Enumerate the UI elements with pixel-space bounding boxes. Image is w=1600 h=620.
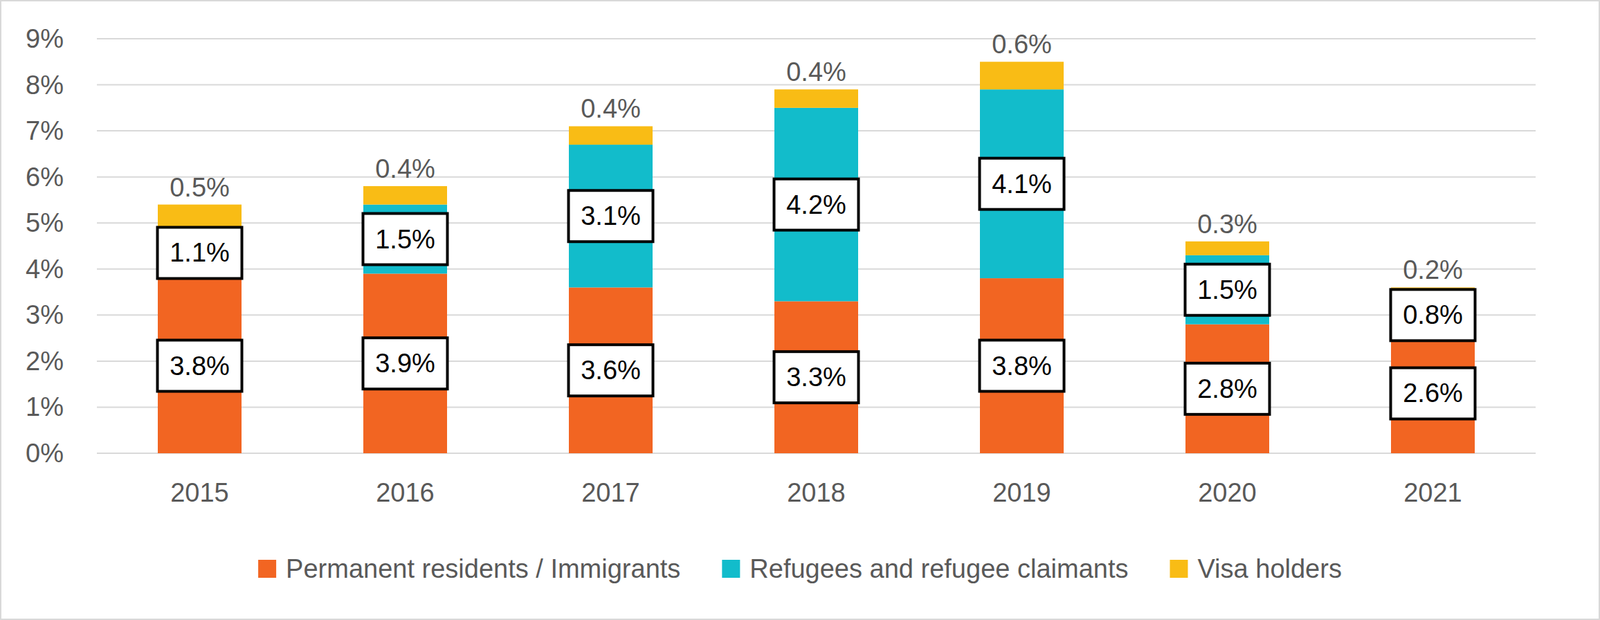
data-label-box [568,344,654,396]
data-label-box [1391,289,1476,341]
bar-segment [1185,324,1270,454]
bar-segment [568,287,653,454]
data-label: 0.8% [1402,300,1463,330]
data-label-box [157,340,243,392]
x-tick-label: 2016 [375,478,435,508]
chart-frame [0,0,1600,620]
legend-label: Visa holders [1197,554,1342,584]
data-label: 2.8% [1197,374,1258,404]
data-label-box [1185,264,1270,316]
data-label-box [157,226,243,279]
bar-segment [979,278,1064,454]
bar-segment [363,186,448,205]
data-label: 3.8% [169,351,230,381]
y-tick-label: 1% [25,392,64,422]
bar-segment [568,125,653,145]
bar-segment [157,278,242,454]
bar-segment [1391,296,1475,334]
bar-segment [774,301,859,454]
bar-segment [774,107,859,302]
data-label: 4.1% [991,169,1052,199]
y-tick-label: 2% [25,346,64,376]
legend-swatch [258,559,277,578]
data-label-box [979,158,1065,210]
bar-segment [774,89,859,108]
bar-segment [1185,255,1270,325]
data-label: 0.4% [580,94,641,124]
x-tick-label: 2019 [992,478,1052,508]
data-label: 0.6% [991,29,1052,59]
legend-label: Permanent residents / Immigrants [285,554,681,584]
legend-swatch [1169,559,1188,578]
x-tick-label: 2017 [581,478,641,508]
y-tick-label: 6% [25,162,64,192]
bar-segment [979,61,1064,90]
data-label: 0.4% [375,154,436,184]
data-label: 3.1% [580,201,641,231]
legend-label: Refugees and refugee claimants [749,554,1129,584]
data-label: 1.5% [375,224,436,254]
data-label: 3.3% [786,362,847,392]
legend-swatch [721,559,740,578]
grid-line [96,38,1536,40]
chart: 0% 1% 2% 3% 4% 5% 6% 7% 8% 9% 3.8% 1.1% 0.5% 3.9% 1.5%… [0,0,1600,620]
y-tick-label: 5% [25,208,64,238]
data-label: 1.1% [169,238,230,268]
data-labels: 3.8% 1.1% 0.5% 3.9% 1.5% 0.4% 3.6% 3.1% 0.4% 3.3%… [157,29,1476,419]
data-label: 2.6% [1402,378,1463,408]
bar-segment [157,204,242,228]
bar-segment [568,144,653,288]
data-label-box [1391,367,1476,419]
data-label: 0.2% [1402,255,1463,285]
y-tick-label: 4% [25,254,64,284]
y-tick-label: 0% [25,438,64,468]
x-tick-label: 2015 [170,478,230,508]
data-label: 1.5% [1197,275,1258,305]
data-label-box [774,351,859,403]
data-label: 0.5% [169,173,230,203]
data-label: 3.8% [991,351,1052,381]
y-tick-label: 7% [25,116,64,146]
data-label-box [568,190,654,242]
data-label: 4.2% [786,190,847,220]
x-tick-label: 2018 [786,478,846,508]
bar-segment [363,273,448,454]
data-label: 0.4% [786,57,847,87]
data-label: 3.9% [375,348,436,378]
data-label-box [774,179,859,231]
y-tick-label: 9% [25,24,64,54]
bar-segment [1391,333,1475,454]
data-label-box [363,337,448,389]
grid [96,38,1536,454]
bar-segment [157,227,242,279]
bars [157,61,1475,454]
data-label: 0.3% [1197,209,1258,239]
x-tick-label: 2021 [1403,478,1463,508]
x-tick-label: 2020 [1197,478,1257,508]
bar-segment [979,89,1064,279]
legend: Permanent residents / Immigrants Refugees… [258,554,1342,584]
data-label: 3.6% [580,355,641,385]
data-label-box [979,340,1065,392]
data-label-box [1185,363,1270,415]
bar-segment [1185,241,1270,256]
data-label-box [363,213,448,266]
y-tick-label: 3% [25,300,64,330]
bar-segment [363,204,448,275]
y-tick-label: 8% [25,70,64,100]
